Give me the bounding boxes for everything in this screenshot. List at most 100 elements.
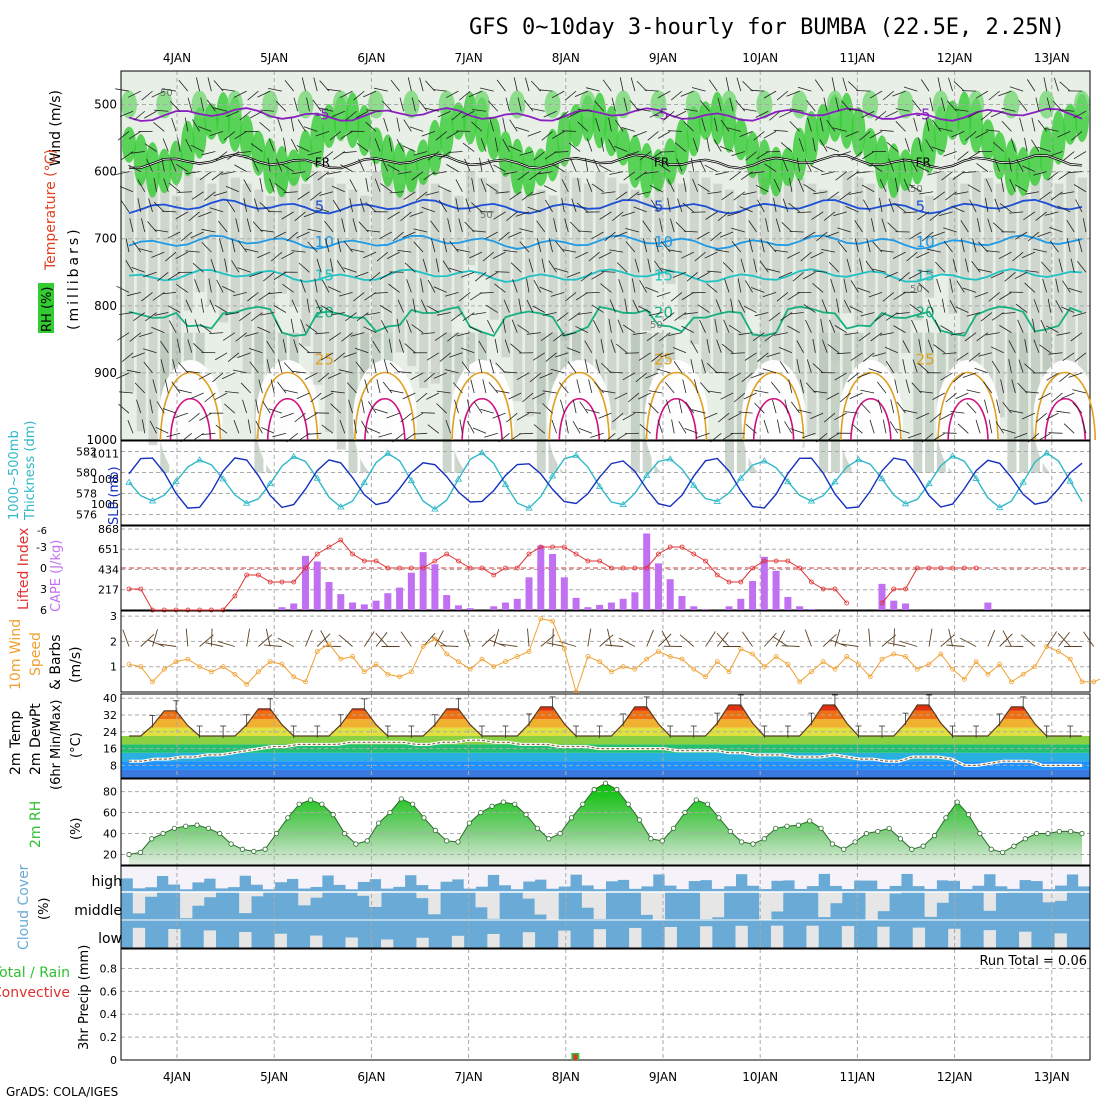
rh-point (353, 841, 359, 847)
rh-axis-label: RH (%) (40, 287, 55, 332)
wind10-point (950, 666, 955, 672)
wind-barb (210, 258, 216, 273)
rh-gray-cell (501, 171, 511, 358)
wind-barb (247, 292, 259, 302)
wind10-barb (375, 632, 389, 647)
isotherm-25 (548, 371, 611, 441)
wind-barb (539, 286, 553, 293)
rh-gray-cell (219, 171, 229, 323)
wind-barb (976, 163, 989, 172)
wind-barb (798, 138, 805, 152)
wind-barb (1026, 79, 1036, 92)
cape-grid (120, 525, 1091, 611)
cloud-low-clear (416, 937, 429, 948)
wind-barb (926, 318, 930, 333)
rh-point (636, 817, 643, 823)
rh-gray-cell (630, 189, 640, 376)
cape-bar (384, 593, 392, 610)
wind-barb (724, 278, 730, 293)
wind-barb (226, 199, 236, 213)
cape-bar (313, 561, 321, 610)
cape-bar (360, 604, 368, 610)
wind-barb (125, 238, 130, 253)
wind-barb (469, 326, 483, 334)
rh-gray-cell (301, 183, 311, 347)
wind10-barb (210, 628, 213, 647)
temp-tick-label: 8 (110, 759, 117, 772)
wind-barb (327, 286, 341, 293)
wind-barb (837, 151, 851, 157)
wind-barb (439, 352, 451, 362)
wind-barb (1046, 325, 1059, 334)
wind10-barb (246, 628, 251, 647)
precip-grid (120, 948, 1091, 1061)
rh-green-blob (416, 139, 431, 186)
wind-barb (235, 218, 240, 233)
wind-barb (404, 343, 416, 354)
thickness-point (619, 500, 627, 507)
precip-axis: 00.20.40.60.8 (100, 962, 118, 1067)
rh-gray-cell (830, 195, 840, 361)
wind-barb (1073, 110, 1087, 119)
isotherm-label: 15 (315, 267, 334, 285)
wind-barb (136, 399, 142, 414)
wind-barb (929, 412, 942, 423)
top-date-label: 10JAN (742, 51, 778, 65)
wind-barb (585, 292, 600, 294)
cloud-high-clear (357, 866, 370, 882)
wind-barb (516, 372, 530, 381)
rh-gray-cell (901, 183, 911, 354)
wind-barb (350, 248, 365, 253)
rh-gray-cell (383, 177, 393, 333)
temperature-lines (129, 694, 1082, 767)
wind-barb (449, 240, 459, 253)
wind-barb (396, 139, 404, 152)
wind-barb (1011, 379, 1016, 394)
wind-barb (532, 305, 545, 313)
wind-barb (192, 119, 200, 132)
isotherm-label: 15 (916, 267, 935, 285)
rh-dry-area (255, 360, 320, 480)
wind-barb (786, 251, 800, 259)
wind-barb (489, 117, 495, 132)
wind-barb (262, 401, 271, 414)
wind-barb (602, 79, 612, 92)
wind-barb (810, 165, 824, 172)
wind-barb (544, 151, 557, 160)
thickness-point (290, 452, 298, 460)
cape-bar (537, 545, 545, 610)
isotherm-label: FR (654, 156, 669, 170)
wind-barb (316, 258, 322, 273)
wind-barb (345, 110, 357, 121)
wind-barb (304, 412, 318, 421)
wind-barb (427, 151, 440, 161)
wind10-barb (587, 628, 592, 647)
rh-gray-cell (1030, 171, 1040, 343)
wind-barb (943, 227, 957, 233)
wind-barb (120, 200, 130, 213)
panel-frame (120, 948, 1091, 1061)
wind-barb (617, 319, 624, 333)
rh-gray-cell (207, 183, 217, 306)
wind-barb (704, 251, 718, 259)
wind-barb (768, 312, 781, 322)
wind-barb (691, 211, 706, 213)
wind-barb (754, 389, 769, 394)
wind-barb (1037, 120, 1048, 132)
rh-gray-cell (619, 183, 629, 416)
wind-barb (213, 107, 228, 112)
wind-barb (305, 171, 318, 181)
wind-barb (208, 278, 212, 293)
wind-barb (614, 392, 628, 400)
wind-barb (392, 231, 404, 242)
wind-barb (531, 108, 545, 112)
wind-barb (550, 368, 565, 374)
wind-barb (176, 339, 181, 353)
wind10-barb (463, 629, 471, 647)
wind-barb (446, 164, 459, 172)
wind-barb (214, 352, 228, 361)
cloud-high-clear (440, 866, 453, 882)
wind-barb (479, 292, 494, 294)
wind-barb (119, 186, 134, 193)
wind10-barb (599, 634, 614, 647)
